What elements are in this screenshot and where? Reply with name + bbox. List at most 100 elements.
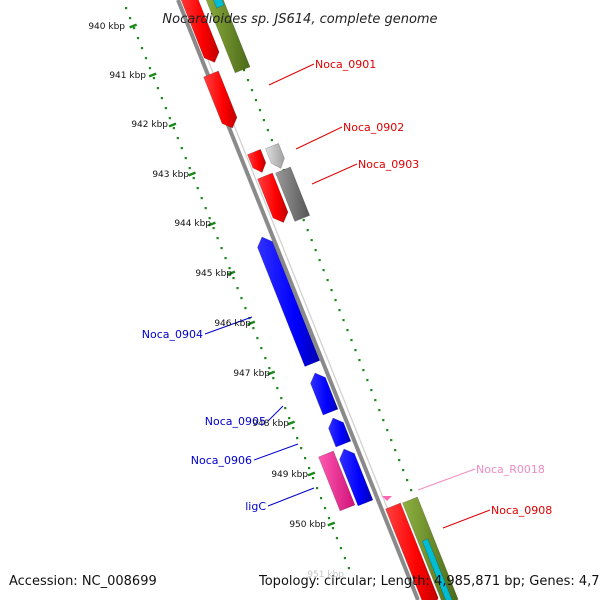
leader-noca-0905	[267, 405, 284, 422]
gene-feature-gray-0903	[275, 166, 311, 222]
ruler-major-tick	[168, 122, 177, 128]
ruler-dot	[246, 79, 250, 82]
ruler-major-tick	[148, 72, 157, 78]
ruler-major-tick	[247, 320, 256, 326]
ruler-dot	[268, 367, 271, 370]
ruler-label: 940 kbp	[88, 22, 125, 32]
ruler-label: 945 kbp	[195, 269, 232, 279]
ruler-dot	[280, 397, 283, 400]
ruler-dot	[292, 427, 295, 430]
ruler-dot	[394, 449, 397, 452]
ruler-dot	[378, 409, 381, 412]
ruler-dot	[319, 497, 323, 500]
ruler-dot	[180, 147, 183, 150]
ruler-dot	[136, 37, 140, 40]
ruler-dot	[410, 489, 413, 492]
gene-arrow-noca-0901	[203, 70, 238, 129]
ruler-dot	[343, 557, 347, 560]
gene-arrow-noca-0903	[257, 172, 289, 223]
feature-track	[180, 0, 459, 600]
ruler-dot	[212, 227, 215, 230]
ruler-label: 944 kbp	[174, 219, 211, 229]
ruler-dot	[339, 547, 343, 550]
ruler-dot	[200, 197, 203, 200]
ruler-dot	[335, 537, 339, 540]
gene-arrow-ligc	[339, 448, 374, 507]
gene-label-noca-0901[interactable]: Noca_0901	[315, 58, 376, 71]
ruler-dot	[258, 109, 262, 112]
ruler-dot	[354, 349, 357, 352]
ruler-dot	[232, 277, 235, 280]
leader-noca-r0018	[417, 468, 476, 491]
ruler-dot	[266, 129, 270, 132]
ruler-dot	[334, 299, 337, 302]
leader-noca-0901	[268, 63, 315, 86]
ruler-dot	[370, 389, 373, 392]
ruler-dot	[406, 479, 409, 482]
ruler-dot	[300, 447, 303, 450]
ruler-dot	[184, 157, 187, 160]
ruler-major-tick	[129, 23, 138, 29]
ruler-major-tick	[207, 221, 216, 227]
ruler-dot	[310, 239, 313, 242]
ruler-dot	[346, 329, 349, 332]
ruler-major-tick	[188, 171, 196, 177]
ruler-dot	[331, 527, 335, 530]
ruler-dot	[366, 379, 369, 382]
gene-label-noca-0903[interactable]: Noca_0903	[358, 158, 419, 171]
ruler-dot	[256, 337, 259, 340]
gene-label-noca-0904[interactable]: Noca_0904	[142, 328, 203, 341]
ruler-dot	[244, 307, 247, 310]
cyan-feature-bottom	[421, 538, 453, 600]
ruler-dot	[374, 399, 377, 402]
leader-noca-0903	[311, 163, 358, 185]
gene-arrow-noca-0908	[385, 502, 439, 600]
gene-arrow-noca-0902	[247, 149, 267, 173]
leader-noca-0908	[442, 509, 491, 529]
ruler-dot	[350, 339, 353, 342]
ruler-label: 946 kbp	[214, 319, 251, 329]
gene-labels: Noca_0901 Noca_0902 Noca_0903 Noca_0904 …	[142, 58, 553, 517]
ruler-dot	[311, 477, 315, 480]
ruler-label: 942 kbp	[131, 120, 168, 130]
ruler-dot	[240, 297, 243, 300]
topology-text: Topology: circular; Length: 4,985,871 bp…	[259, 574, 600, 589]
ruler-dot	[254, 99, 258, 102]
gene-label-noca-0905[interactable]: Noca_0905	[205, 415, 266, 428]
ruler-dot	[196, 187, 199, 190]
ruler-dot	[224, 257, 227, 260]
gene-label-noca-0902[interactable]: Noca_0902	[343, 121, 404, 134]
ruler-dot	[152, 77, 156, 80]
leader-noca-0904	[204, 316, 253, 335]
ruler-dot	[390, 439, 393, 442]
ruler-labels: 940 kbp 941 kbp 942 kbp 943 kbp 944 kbp …	[88, 22, 344, 580]
leader-ligc	[267, 487, 315, 507]
map-title: Nocardioides sp. JS614, complete genome	[162, 12, 437, 27]
ruler-dot	[164, 107, 167, 110]
ruler-dot	[308, 467, 311, 470]
ruler-dot	[242, 69, 246, 72]
ruler-major-tick	[307, 471, 316, 477]
gene-label-noca-r0018[interactable]: Noca_R0018	[476, 463, 545, 476]
rna-feature-pink	[318, 450, 356, 512]
gene-label-ligc[interactable]: ligC	[245, 500, 266, 513]
ruler-dot	[382, 419, 385, 422]
gene-label-noca-0906[interactable]: Noca_0906	[191, 454, 252, 467]
ruler-dot	[318, 259, 321, 262]
ruler-dot	[386, 429, 389, 432]
olive-feature-top	[205, 0, 251, 74]
gene-label-noca-0908[interactable]: Noca_0908	[491, 504, 552, 517]
ruler-dot	[208, 217, 211, 220]
ruler-dot	[358, 359, 361, 362]
gene-arrow-noca-0905	[310, 372, 339, 416]
ruler-dot	[270, 139, 273, 142]
ruler-dot	[160, 97, 164, 100]
ruler-label: 949 kbp	[271, 470, 308, 480]
ruler-dot	[192, 177, 195, 180]
ruler-label: 948 kbp	[252, 419, 289, 429]
ruler-dot	[156, 87, 160, 90]
ruler-dot	[314, 249, 317, 252]
ruler-dot	[252, 327, 255, 330]
ruler-major-tick	[287, 420, 296, 426]
